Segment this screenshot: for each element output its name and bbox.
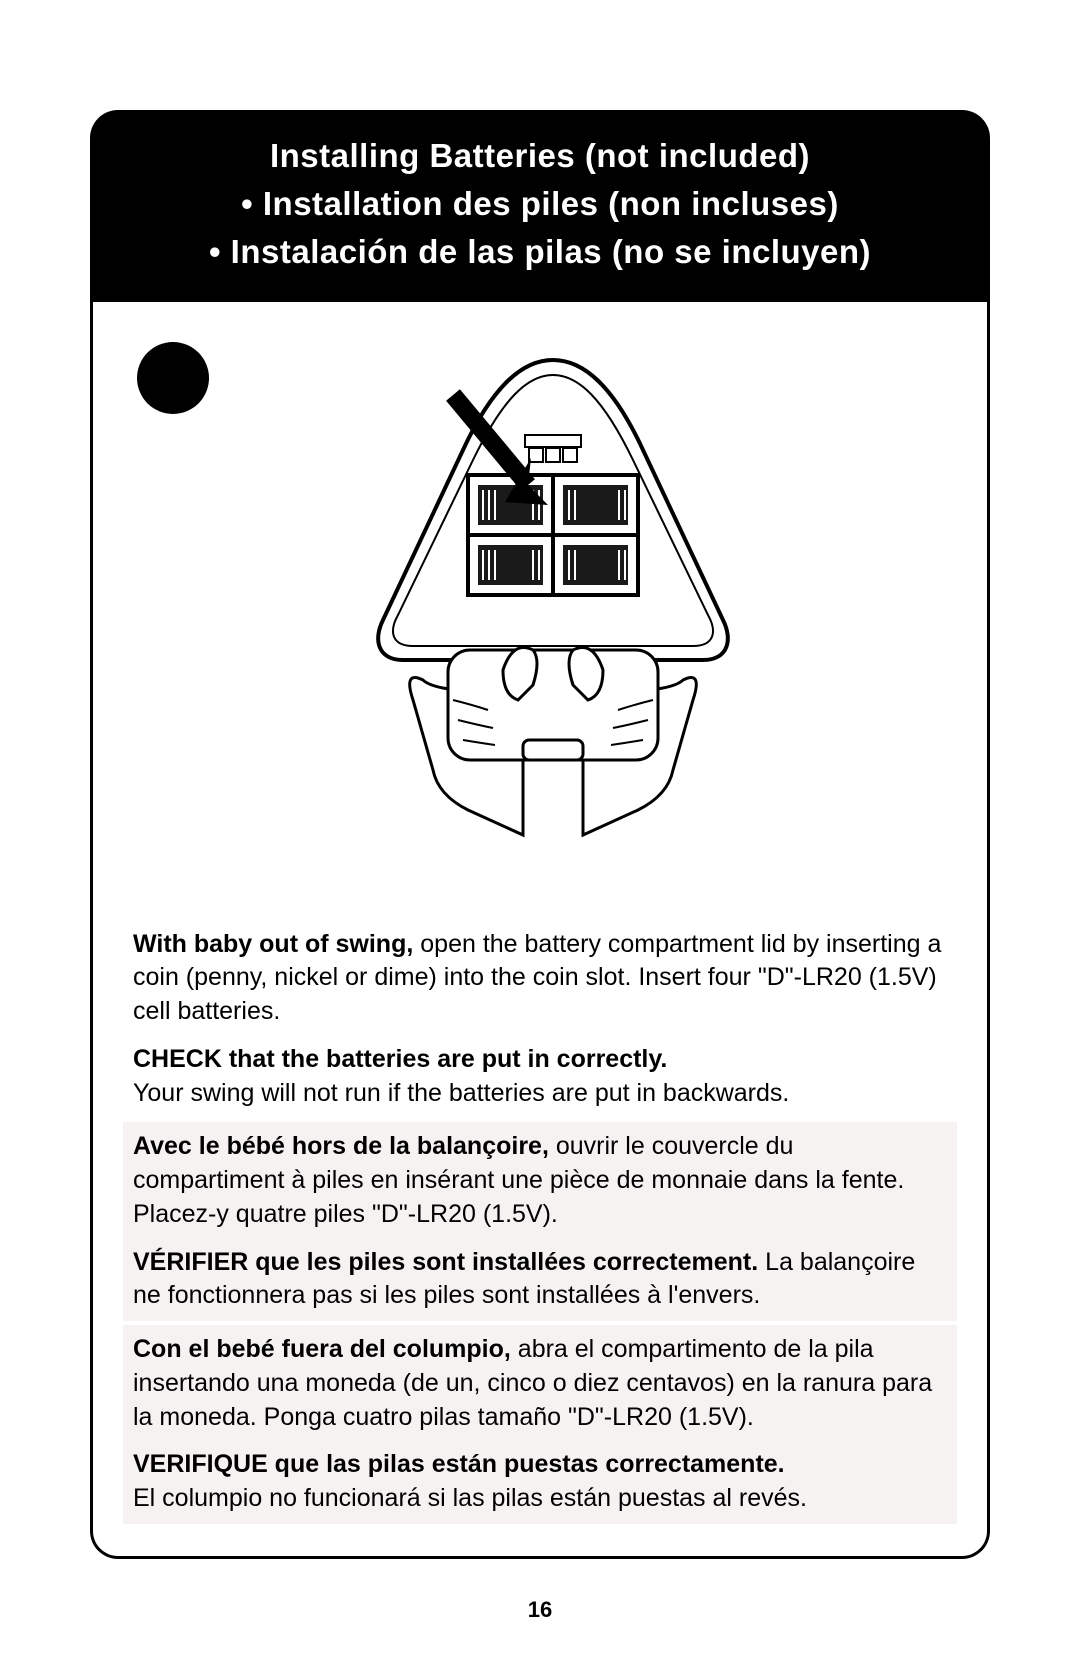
illustration-wrap xyxy=(123,330,957,890)
header-line-en: Installing Batteries (not included) xyxy=(110,132,970,180)
step-indicator-circle xyxy=(137,342,209,414)
lead-bold: With baby out of swing, xyxy=(133,930,413,958)
body-text: Your swing will not run if the batteries… xyxy=(133,1079,789,1107)
instructions-en: With baby out of swing, open the battery… xyxy=(123,920,957,1119)
section-header: Installing Batteries (not included) • In… xyxy=(90,110,990,302)
header-line-es: • Instalación de las pilas (no se incluy… xyxy=(110,228,970,276)
body-text: El columpio no funcionará si las pilas e… xyxy=(133,1484,807,1512)
instructions-fr: Avec le bébé hors de la balançoire, ouvr… xyxy=(123,1122,957,1321)
check-bold: VERIFIQUE que las pilas están puestas co… xyxy=(133,1450,785,1478)
manual-page: Installing Batteries (not included) • In… xyxy=(0,0,1080,1599)
check-bold: VÉRIFIER que les piles sont installées c… xyxy=(133,1248,758,1276)
paragraph: Con el bebé fuera del columpio, abra el … xyxy=(133,1333,947,1434)
check-bold: CHECK that the batteries are put in corr… xyxy=(133,1045,667,1073)
paragraph: Avec le bébé hors de la balançoire, ouvr… xyxy=(133,1130,947,1231)
lead-bold: Avec le bébé hors de la balançoire, xyxy=(133,1132,549,1160)
paragraph: VÉRIFIER que les piles sont installées c… xyxy=(133,1246,947,1314)
content-box: With baby out of swing, open the battery… xyxy=(90,300,990,1559)
paragraph: With baby out of swing, open the battery… xyxy=(133,928,947,1029)
battery-install-illustration xyxy=(273,340,833,880)
paragraph: CHECK that the batteries are put in corr… xyxy=(133,1043,947,1111)
instructions-es: Con el bebé fuera del columpio, abra el … xyxy=(123,1325,957,1524)
header-line-fr: • Installation des piles (non incluses) xyxy=(110,180,970,228)
page-number: 16 xyxy=(0,1597,1080,1623)
lead-bold: Con el bebé fuera del columpio, xyxy=(133,1335,511,1363)
paragraph: VERIFIQUE que las pilas están puestas co… xyxy=(133,1448,947,1516)
